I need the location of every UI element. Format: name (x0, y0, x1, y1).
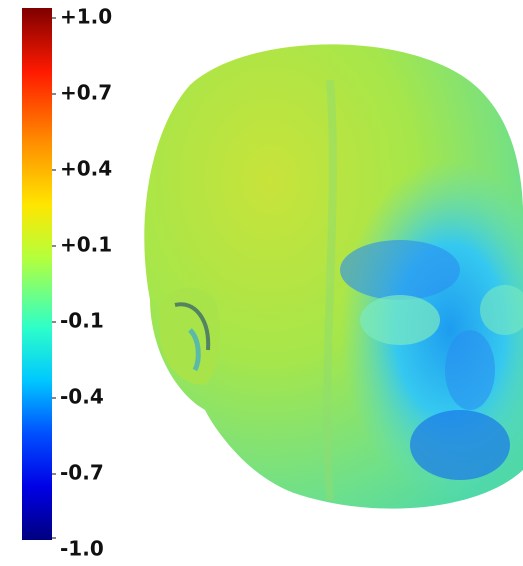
tick-label: +0.4 (60, 157, 112, 181)
tick-label: +0.1 (60, 233, 112, 257)
page: +1.0+0.7+0.4+0.1-0.1-0.4-0.7-1.0 (() => … (0, 0, 523, 566)
tick-label: +1.0 (60, 5, 112, 29)
colorbar-labels: +1.0 +0.7 +0.4 +0.1 -0.1 -0.4 -0.7 -1.0 (52, 5, 112, 561)
tick-label: +0.7 (60, 81, 112, 105)
head (130, 30, 523, 530)
tick-label: -1.0 (60, 537, 104, 561)
tick-label: -0.4 (60, 385, 104, 409)
colorbar (22, 8, 52, 540)
view: +1.0 +0.7 +0.4 +0.1 -0.1 -0.4 -0.7 -1.0 (0, 0, 523, 566)
tick-label: -0.7 (60, 461, 104, 485)
tick-label: -0.1 (60, 309, 104, 333)
